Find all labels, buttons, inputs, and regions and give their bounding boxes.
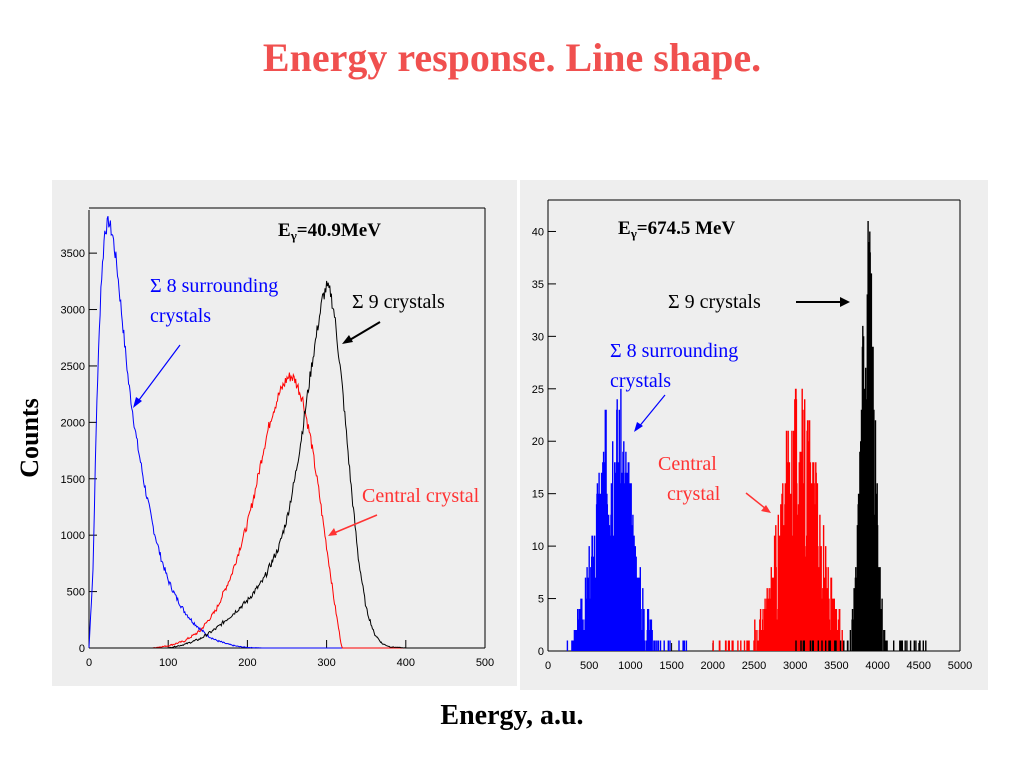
left-sum9-arrow [347, 321, 381, 342]
right-y-tick-label: 15 [532, 489, 544, 501]
left-y-tick-label: 3500 [61, 248, 85, 260]
left-sum9-arrowhead [342, 335, 353, 344]
right-central-arrow [745, 492, 767, 510]
right-series-central-crystal [712, 388, 844, 651]
left-x-tick-label: 100 [159, 657, 177, 669]
x-axis-label: Energy, a.u. [440, 700, 584, 731]
left-x-tick-label: 500 [476, 657, 494, 669]
right-series-8-surrounding-crystals [566, 388, 688, 651]
left-y-tick-label: 2000 [61, 417, 85, 429]
right-central-label-2: crystal [667, 483, 721, 505]
right-sum8-label-2: crystals [610, 370, 671, 392]
left-central-arrow [333, 514, 378, 534]
right-chart: 0 500 1000 1500 2000 2500 3000 3500 4000 4500 5000… [532, 199, 972, 672]
left-chart: 0 100 200 300 400 500 0 500 1000 1500 2000 2500 3000… [61, 207, 494, 669]
left-central-arrowhead [328, 528, 337, 536]
right-y-tick-label: 25 [532, 384, 544, 396]
right-y-tick-label: 30 [532, 331, 544, 343]
left-sum8-arrow [135, 344, 181, 405]
right-sum9-label: Σ 9 crystals [668, 291, 761, 313]
right-sum8-label: Σ 8 surrounding [610, 340, 738, 362]
right-sum8-arrow [637, 394, 666, 429]
right-sum8-arrowhead [634, 422, 643, 432]
right-x-tick-label: 3500 [824, 660, 848, 672]
right-sum9-arrowhead [840, 297, 850, 307]
left-x-tick-label: 200 [238, 657, 256, 669]
right-x-tick-label: 4000 [865, 660, 889, 672]
right-x-tick-label: 1000 [618, 660, 642, 672]
left-series-central-crystal [89, 372, 485, 649]
left-series-9-crystals [89, 280, 485, 649]
right-x-tick-label: 1500 [659, 660, 683, 672]
right-y-tick-label: 35 [532, 279, 544, 291]
left-sum8-arrowhead [133, 397, 142, 408]
right-x-tick-label: 4500 [907, 660, 931, 672]
left-x-tick-label: 300 [317, 657, 335, 669]
left-x-tick-label: 0 [86, 657, 92, 669]
right-x-tick-label: 5000 [948, 660, 972, 672]
y-axis-label: Counts [15, 398, 44, 478]
left-y-tick-label: 2500 [61, 361, 85, 373]
left-y-tick-label: 500 [67, 587, 85, 599]
right-x-tick-label: 3000 [783, 660, 807, 672]
left-chart-panel [52, 180, 517, 686]
left-energy-title: Eγ=40.9MeV [278, 220, 381, 243]
left-sum9-label: Σ 9 crystals [352, 291, 445, 313]
right-x-tick-label: 0 [545, 660, 551, 672]
right-y-tick-label: 10 [532, 541, 544, 553]
right-central-arrowhead [761, 505, 771, 513]
right-y-tick-label: 20 [532, 436, 544, 448]
left-x-tick-label: 400 [397, 657, 415, 669]
right-y-tick-label: 0 [538, 646, 544, 658]
left-sum8-label-2: crystals [150, 305, 211, 327]
slide-title: Energy response. Line shape. [262, 35, 762, 80]
right-y-tick-label: 5 [538, 594, 544, 606]
right-x-tick-label: 2500 [742, 660, 766, 672]
right-central-label: Central [658, 453, 717, 475]
right-x-tick-label: 2000 [701, 660, 725, 672]
right-y-tick-label: 40 [532, 226, 544, 238]
left-y-tick-label: 3000 [61, 305, 85, 317]
right-energy-title: Eγ=674.5 MeV [618, 218, 735, 241]
right-x-tick-label: 500 [580, 660, 598, 672]
left-y-tick-label: 1000 [61, 530, 85, 542]
left-y-tick-label: 1500 [61, 474, 85, 486]
left-central-label: Central crystal [362, 485, 480, 507]
left-series-8-surrounding-crystals [88, 216, 485, 649]
right-series-9-crystals [795, 221, 927, 651]
left-sum8-label: Σ 8 surrounding [150, 275, 278, 297]
left-y-tick-label: 0 [79, 643, 85, 655]
